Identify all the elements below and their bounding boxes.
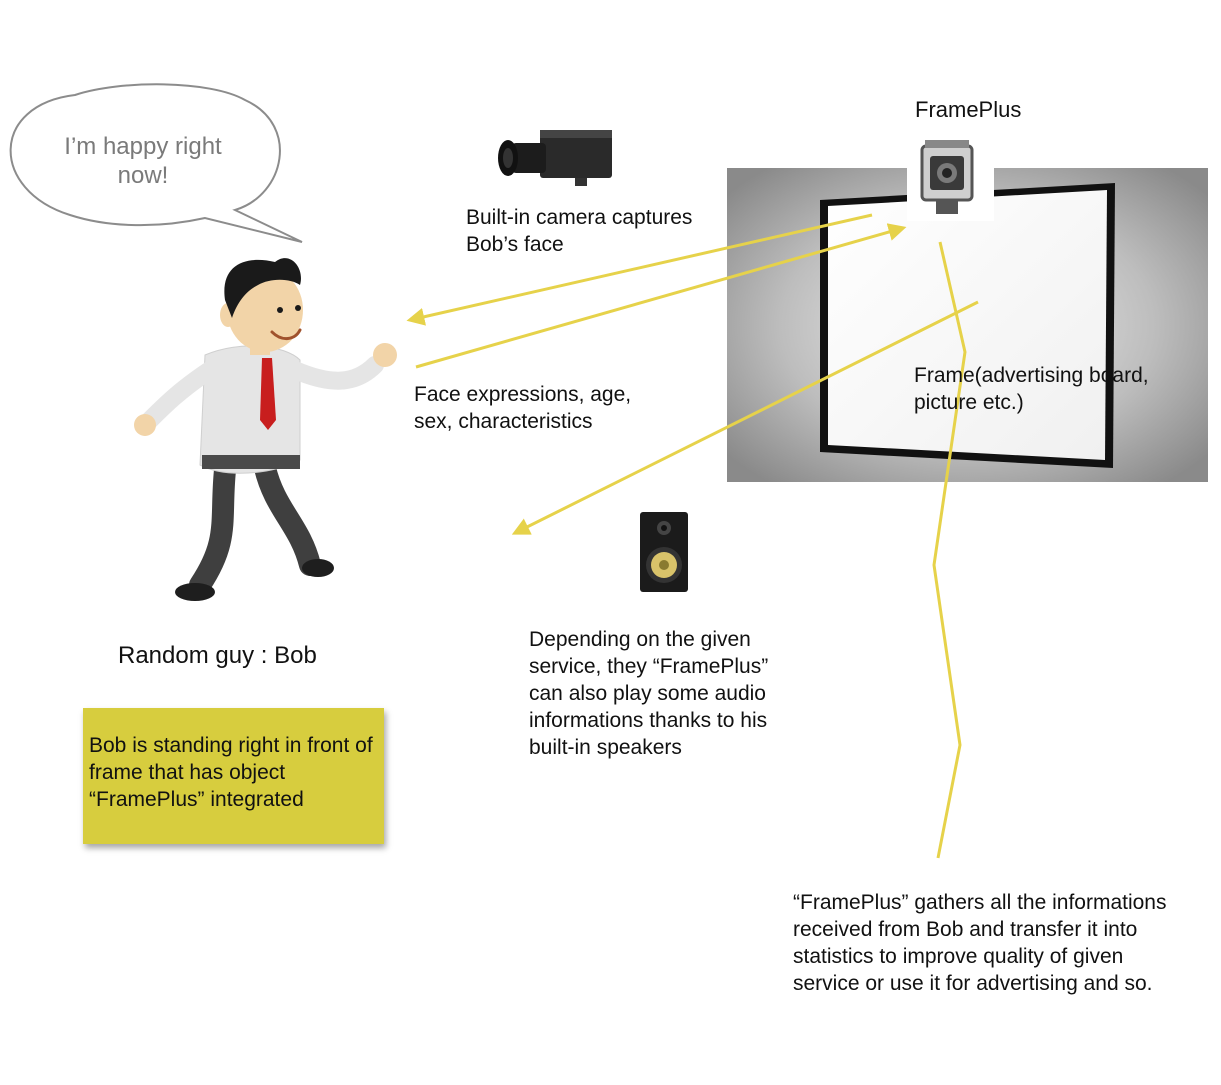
arrow-camera-to-bob: [406, 213, 873, 326]
frameplus-device-icon: [907, 136, 994, 221]
bob-figure-icon: [134, 258, 397, 601]
data-line-to-statistics: [932, 241, 967, 859]
sticky-note: Bob is standing right in front of frame …: [83, 708, 384, 844]
frame-caption: Frame(advertising board, picture etc.): [914, 364, 1149, 414]
camera-caption: Built-in camera captures Bob’s face: [466, 206, 693, 256]
speech-bubble-text: I’m happy right now!: [64, 133, 222, 189]
face-data-caption: Face expressions, age, sex, characterist…: [414, 383, 632, 433]
arrow-frame-to-listener: [511, 300, 979, 535]
sticky-note-text: Bob is standing right in front of frame …: [89, 734, 373, 811]
arrow-bob-to-frameplus: [415, 223, 907, 369]
data-flow-arrows: [406, 213, 979, 859]
camera-icon: [498, 130, 612, 186]
speaker-caption: Depending on the given service, they “Fr…: [529, 628, 769, 759]
speaker-icon: [640, 512, 688, 592]
statistics-caption: “FramePlus” gathers all the informations…: [793, 891, 1167, 995]
bob-label: Random guy : Bob: [118, 642, 317, 669]
speech-bubble: [9, 83, 303, 243]
frameplus-title: FramePlus: [915, 97, 1022, 122]
